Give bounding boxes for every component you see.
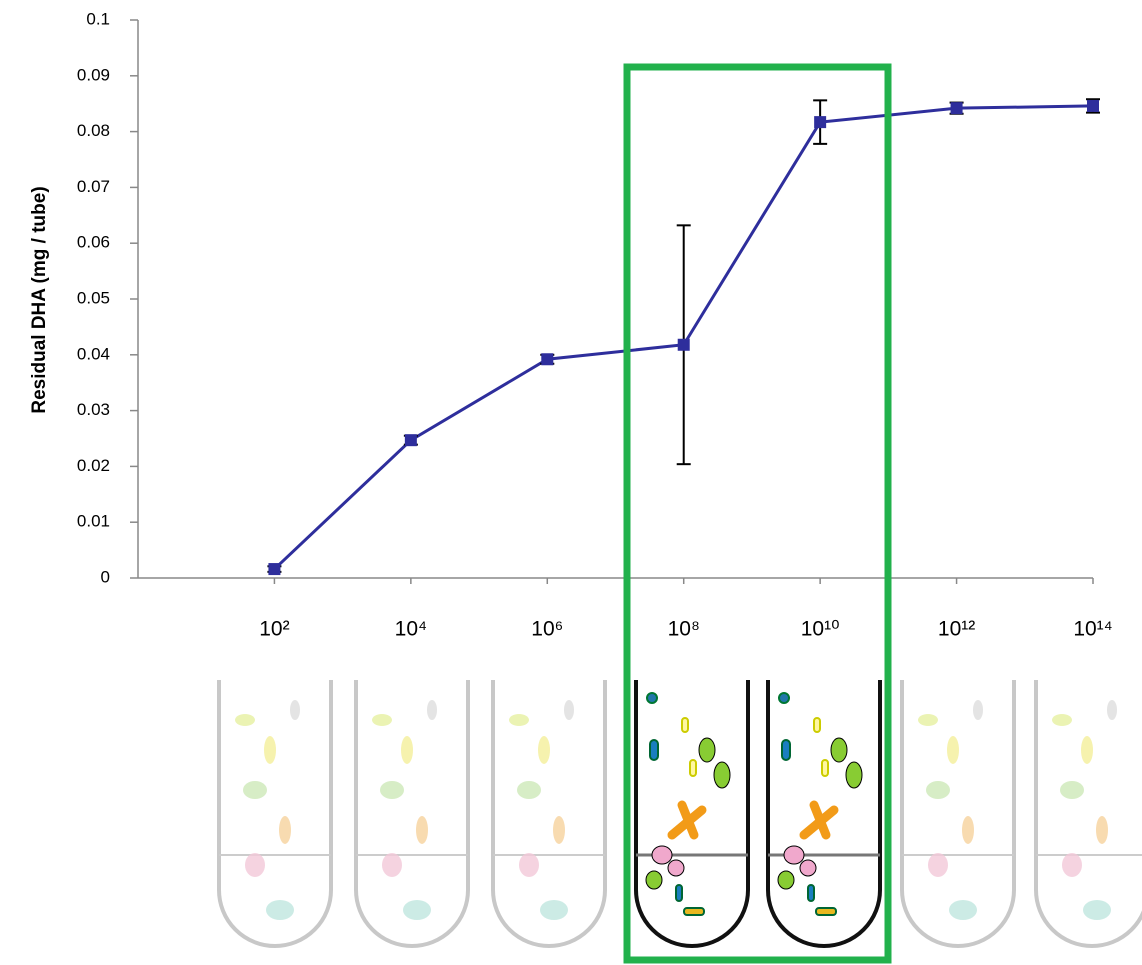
x-tick-label: 10² (259, 618, 289, 641)
data-point (1087, 100, 1099, 112)
x-tick-label: 10⁴ (395, 618, 427, 641)
x-tick-label: 10⁶ (531, 618, 563, 641)
x-tick-label: 10¹⁴ (1073, 618, 1112, 641)
data-point (678, 339, 690, 351)
data-point (268, 563, 280, 575)
y-tick-label: 0.02 (77, 456, 110, 475)
y-tick-label: 0 (101, 567, 110, 586)
y-tick-label: 0.08 (77, 121, 110, 140)
y-tick-label: 0.07 (77, 177, 110, 196)
data-point (951, 102, 963, 114)
data-point (405, 434, 417, 446)
y-tick-label: 0.05 (77, 288, 110, 307)
x-tick-label: 10¹² (938, 618, 975, 641)
y-tick-label: 0.09 (77, 65, 110, 84)
x-tick-label: 10⁸ (668, 618, 700, 641)
highlight-box (627, 67, 888, 960)
chart: Residual DHA (mg / tube) 0 0.01 0.02 0.03 0.… (0, 0, 1142, 965)
y-tick-label: 0.01 (77, 512, 110, 531)
y-tick-label: 0.06 (77, 233, 110, 252)
y-tick-label: 0.04 (77, 344, 110, 363)
y-tick-label: 0.1 (86, 9, 110, 28)
x-tick-label: 10¹⁰ (801, 618, 840, 641)
y-axis-title: Residual DHA (mg / tube) (29, 186, 50, 413)
y-tick-label: 0.03 (77, 400, 110, 419)
tube-illustrations (219, 680, 1142, 946)
data-point (814, 116, 826, 128)
data-point (541, 353, 553, 365)
